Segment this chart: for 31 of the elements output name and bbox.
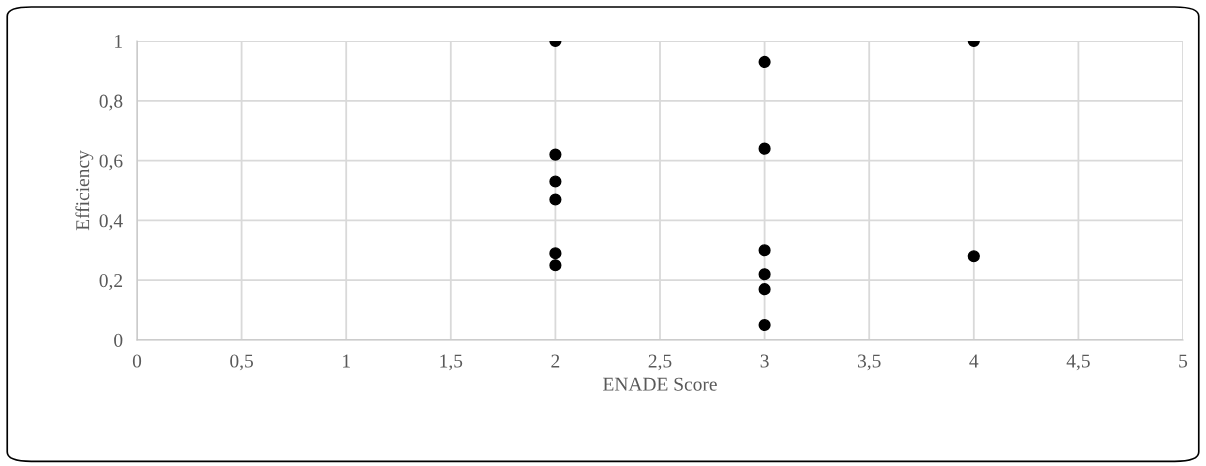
point — [967, 250, 980, 263]
point — [758, 283, 771, 296]
x-tick-label: 4,5 — [1066, 354, 1090, 371]
y-tick-label: 0,2 — [99, 274, 123, 290]
x-tick-label: 0,5 — [230, 354, 253, 371]
point — [549, 193, 562, 206]
point — [549, 148, 562, 161]
point — [758, 318, 771, 332]
x-tick-label: 5 — [1179, 354, 1188, 368]
x-tick-label: 0 — [132, 354, 142, 368]
x-tick-label: 2 — [551, 354, 560, 368]
point — [758, 55, 771, 69]
point — [758, 268, 771, 281]
y-tick-label: 0,8 — [99, 94, 123, 111]
y-tick-label: 0,6 — [99, 154, 123, 171]
y-tick-label: 0,4 — [99, 214, 123, 231]
point — [758, 142, 771, 155]
point — [758, 244, 771, 257]
y-tick-label: 1 — [115, 34, 122, 48]
point — [549, 259, 562, 272]
point — [549, 175, 562, 188]
x-axis-title: ENADE Score — [603, 377, 717, 391]
point — [549, 247, 562, 260]
x-tick-label: 2,5 — [648, 354, 672, 371]
x-tick-label: 3 — [760, 354, 769, 368]
x-tick-label: 1,5 — [440, 354, 463, 371]
x-tick-label: 1 — [343, 354, 350, 368]
x-tick-label: 3,5 — [857, 354, 881, 371]
y-axis-title: Efficiency — [75, 150, 94, 231]
x-tick-label: 4 — [969, 354, 979, 368]
y-tick-label: 0 — [114, 333, 123, 347]
